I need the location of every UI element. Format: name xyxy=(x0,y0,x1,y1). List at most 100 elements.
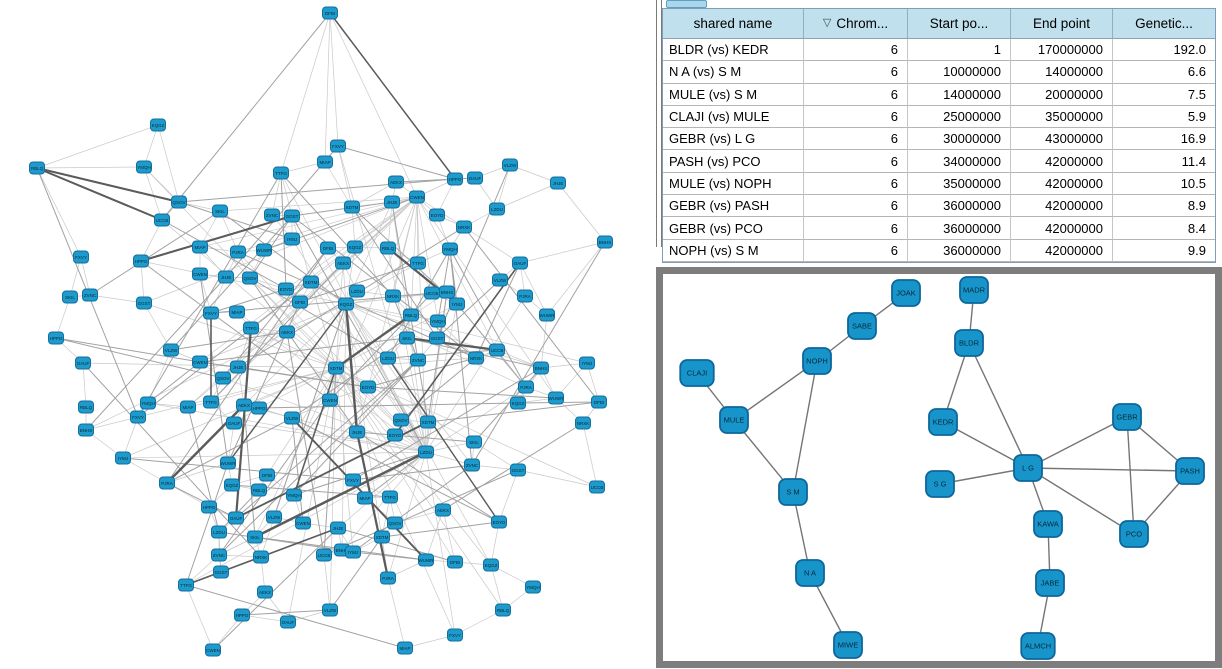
node-shape[interactable] xyxy=(205,643,221,657)
node[interactable]: BNHS xyxy=(597,235,613,249)
node[interactable]: XDTM xyxy=(328,361,344,375)
node[interactable]: WUWR xyxy=(220,456,237,470)
node[interactable]: DFBI xyxy=(591,395,607,409)
node[interactable]: KQGZ xyxy=(510,396,526,410)
node-shape[interactable] xyxy=(518,380,534,394)
node-shape[interactable] xyxy=(345,473,361,487)
node-shape[interactable] xyxy=(201,500,217,514)
node-shape[interactable] xyxy=(243,321,259,335)
node[interactable]: NRXK xyxy=(575,416,591,430)
node-shape[interactable] xyxy=(447,172,463,186)
table-row[interactable]: GEBR (vs) L G 6 30000000 43000000 16.9 xyxy=(663,128,1215,151)
node[interactable]: YMQH xyxy=(136,160,152,174)
node[interactable]: PJRA xyxy=(230,245,246,259)
node[interactable]: GGST xyxy=(213,565,229,579)
node[interactable]: JHJE xyxy=(330,521,346,535)
node[interactable]: BNHS xyxy=(439,285,455,299)
node-shape[interactable] xyxy=(589,480,605,494)
node[interactable]: NRXK xyxy=(385,289,401,303)
node[interactable]: DFBI xyxy=(320,241,336,255)
node-shape[interactable] xyxy=(492,273,508,287)
node-mule[interactable]: MULE xyxy=(719,406,749,434)
node-shape[interactable] xyxy=(338,297,354,311)
node-shape[interactable] xyxy=(548,391,564,405)
node[interactable]: LZDU xyxy=(418,445,434,459)
node[interactable]: TTFG xyxy=(203,395,219,409)
node-shape[interactable] xyxy=(388,175,404,189)
node-shape[interactable] xyxy=(278,282,294,296)
node[interactable]: ZVNC xyxy=(82,288,98,302)
node[interactable]: PJRA xyxy=(159,476,175,490)
sub-network-canvas[interactable]: JOAK MADR SABE NOPH BLDR CLAJI MULE KEDR GEBR L G… xyxy=(663,274,1215,661)
node-shape[interactable] xyxy=(380,351,396,365)
node-shape[interactable] xyxy=(533,361,549,375)
node-shape[interactable] xyxy=(517,289,533,303)
node[interactable]: VLZW xyxy=(284,411,300,425)
node-shape[interactable] xyxy=(322,6,338,20)
node[interactable]: LZDU xyxy=(489,202,505,216)
node[interactable]: IYMJ xyxy=(449,297,465,311)
node-shape[interactable] xyxy=(330,139,346,153)
node-kawa[interactable]: KAWA xyxy=(1033,510,1063,538)
node[interactable]: GGST xyxy=(284,209,300,223)
sort-filter-icon[interactable]: ▽ xyxy=(822,17,832,29)
node[interactable]: ZVNC xyxy=(410,353,426,367)
node-shape[interactable] xyxy=(959,276,989,304)
node-shape[interactable] xyxy=(719,406,749,434)
table-row[interactable]: MULE (vs) S M 6 14000000 20000000 7.5 xyxy=(663,83,1215,106)
node[interactable]: WUWR xyxy=(418,553,435,567)
node-shape[interactable] xyxy=(393,413,409,427)
node-claji[interactable]: CLAJI xyxy=(679,359,715,387)
node-shape[interactable] xyxy=(48,331,64,345)
node[interactable]: LZDU xyxy=(380,351,396,365)
node[interactable]: RBLQ xyxy=(495,603,511,617)
node[interactable]: EOYD xyxy=(429,208,445,222)
node-n-a[interactable]: N A xyxy=(795,559,825,587)
node-shape[interactable] xyxy=(242,271,258,285)
node-shape[interactable] xyxy=(1013,454,1043,482)
node-shape[interactable] xyxy=(466,435,482,449)
node-shape[interactable] xyxy=(679,359,715,387)
node-shape[interactable] xyxy=(1175,457,1205,485)
node[interactable]: OAUF xyxy=(280,615,296,629)
node-shape[interactable] xyxy=(403,308,419,322)
node-sabe[interactable]: SABE xyxy=(847,312,877,340)
node[interactable]: OAUF xyxy=(228,511,244,525)
node-shape[interactable] xyxy=(399,331,415,345)
node-shape[interactable] xyxy=(82,288,98,302)
node-miwe[interactable]: MIWE xyxy=(833,631,863,659)
node-shape[interactable] xyxy=(171,195,187,209)
node-shape[interactable] xyxy=(382,490,398,504)
column-header-genetic[interactable]: Genetic... xyxy=(1113,9,1215,39)
node[interactable]: FXVY xyxy=(345,473,361,487)
node[interactable]: CWEN xyxy=(192,267,208,281)
node-shape[interactable] xyxy=(292,295,308,309)
node[interactable]: CWEN xyxy=(409,190,425,204)
node-shape[interactable] xyxy=(954,329,984,357)
node-shape[interactable] xyxy=(212,204,228,218)
node-shape[interactable] xyxy=(374,530,390,544)
node[interactable]: KQGZ xyxy=(347,240,363,254)
node[interactable]: IYMJ xyxy=(579,356,595,370)
node-shape[interactable] xyxy=(251,401,267,415)
node-shape[interactable] xyxy=(234,608,250,622)
node-shape[interactable] xyxy=(273,166,289,180)
node[interactable]: NRXK xyxy=(253,550,269,564)
node-shape[interactable] xyxy=(136,296,152,310)
node[interactable]: RBLQ xyxy=(251,483,267,497)
node-shape[interactable] xyxy=(284,209,300,223)
node-shape[interactable] xyxy=(180,400,196,414)
table-row[interactable]: GEBR (vs) PCO 6 36000000 42000000 8.4 xyxy=(663,217,1215,240)
node-shape[interactable] xyxy=(344,200,360,214)
node-shape[interactable] xyxy=(154,213,170,227)
node[interactable]: VLZW xyxy=(322,603,338,617)
node[interactable]: TTFG xyxy=(178,578,194,592)
node[interactable]: FXVY xyxy=(203,306,219,320)
node-almch[interactable]: ALMCH xyxy=(1020,632,1056,660)
table-row[interactable]: MULE (vs) NOPH 6 35000000 42000000 10.5 xyxy=(663,172,1215,196)
node[interactable]: HPPO xyxy=(234,608,250,622)
node-shape[interactable] xyxy=(322,393,338,407)
node[interactable]: VLZW xyxy=(266,510,282,524)
node-shape[interactable] xyxy=(256,243,272,257)
